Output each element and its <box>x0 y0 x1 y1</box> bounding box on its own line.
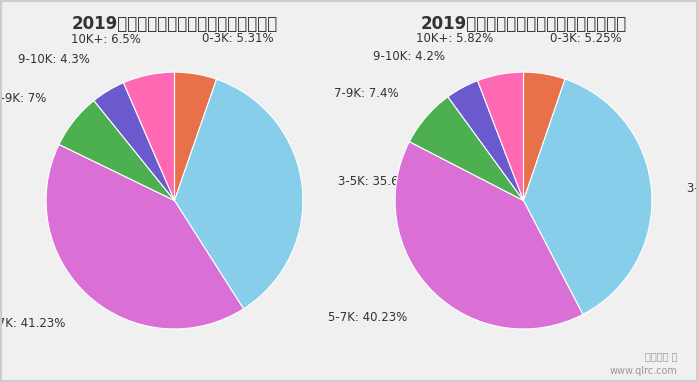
Text: 7-9K: 7%: 7-9K: 7% <box>0 92 46 105</box>
Text: 齐鲁人才 网: 齐鲁人才 网 <box>644 351 677 361</box>
Wedge shape <box>524 79 652 314</box>
Text: 5-7K: 41.23%: 5-7K: 41.23% <box>0 317 65 330</box>
Title: 2019二季度山东市场化平均薪酬区间占比: 2019二季度山东市场化平均薪酬区间占比 <box>71 15 278 33</box>
Wedge shape <box>524 72 565 201</box>
Wedge shape <box>409 97 524 201</box>
Wedge shape <box>59 100 174 201</box>
Text: 0-3K: 5.25%: 0-3K: 5.25% <box>551 32 622 45</box>
Text: 7-9K: 7.4%: 7-9K: 7.4% <box>334 87 399 100</box>
Wedge shape <box>395 142 583 329</box>
Wedge shape <box>46 144 244 329</box>
Wedge shape <box>174 72 216 201</box>
Text: 0-3K: 5.31%: 0-3K: 5.31% <box>202 32 274 45</box>
Text: 9-10K: 4.2%: 9-10K: 4.2% <box>373 50 445 63</box>
Wedge shape <box>477 72 524 201</box>
Text: 9-10K: 4.3%: 9-10K: 4.3% <box>17 53 89 66</box>
Text: 10K+: 6.5%: 10K+: 6.5% <box>71 33 141 46</box>
Wedge shape <box>448 81 524 201</box>
Text: www.qlrc.com: www.qlrc.com <box>609 366 677 376</box>
Wedge shape <box>174 79 303 309</box>
Wedge shape <box>124 72 174 201</box>
Text: 3-5K: 35.66%: 3-5K: 35.66% <box>338 175 417 188</box>
Wedge shape <box>94 83 174 201</box>
Text: 5-7K: 40.23%: 5-7K: 40.23% <box>328 311 408 324</box>
Text: 10K+: 5.82%: 10K+: 5.82% <box>417 32 493 45</box>
Title: 2019三季度山东市场化平均薪酬区间占比: 2019三季度山东市场化平均薪酬区间占比 <box>420 15 627 33</box>
Text: 3-5K: 37.1%: 3-5K: 37.1% <box>688 182 698 195</box>
